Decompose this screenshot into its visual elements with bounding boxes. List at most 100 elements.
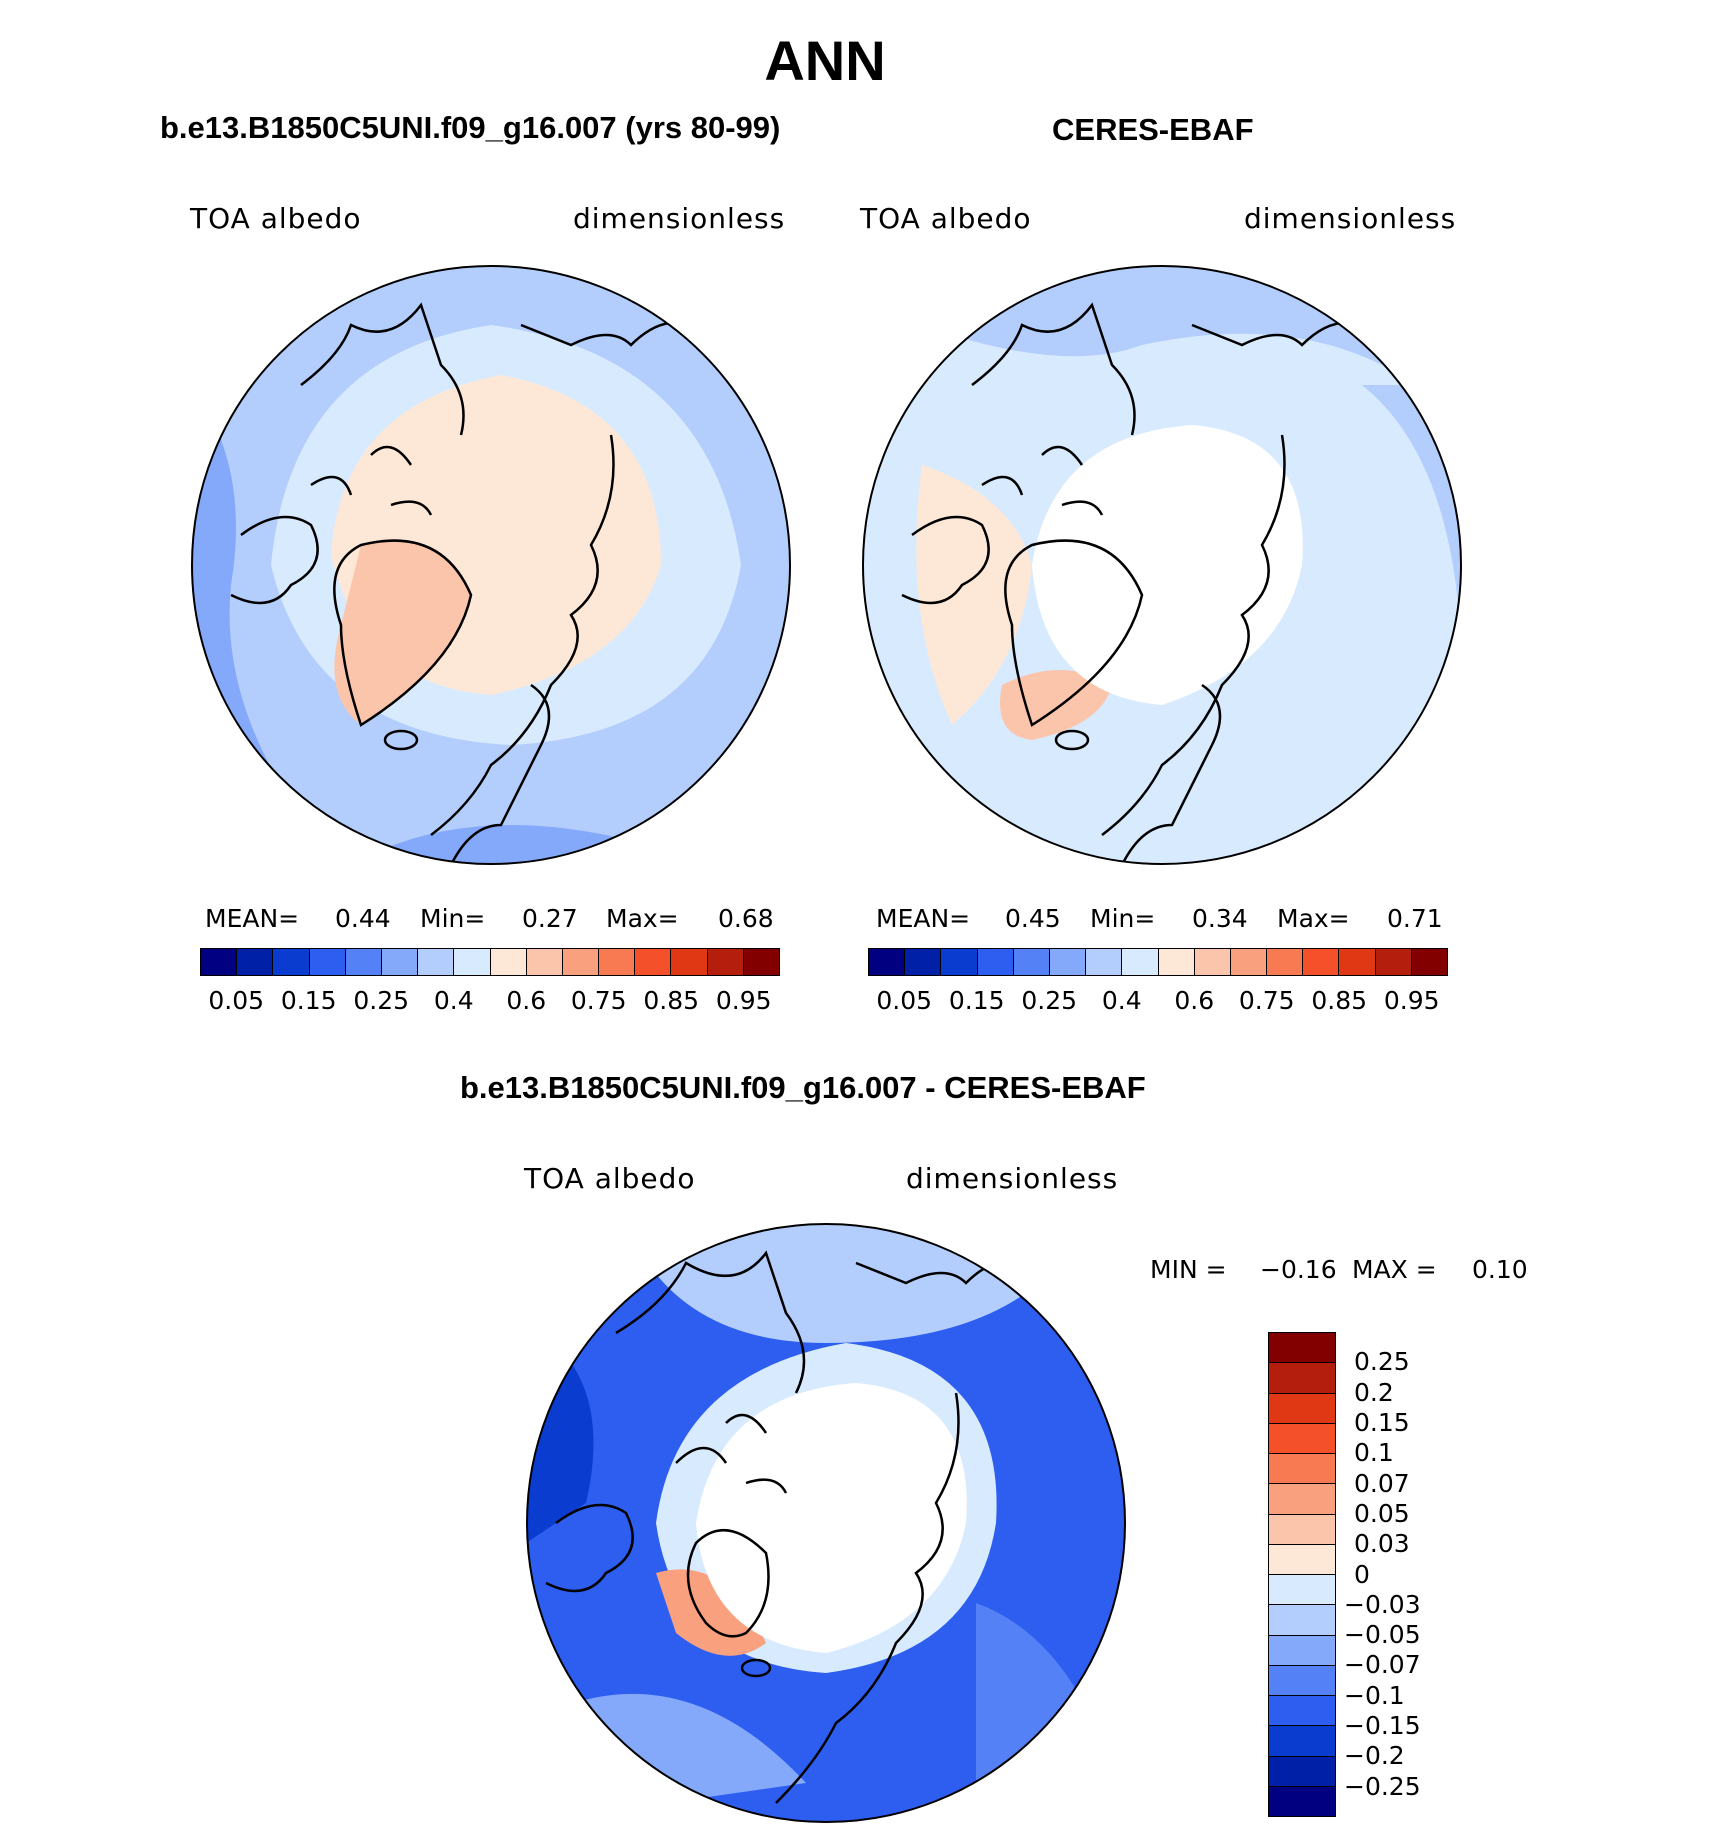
- panel-1-colorbar-tick-label: 0.4: [433, 986, 474, 1015]
- panel-1-colorbar-tick-label: 0.85: [643, 986, 700, 1015]
- diff-colorbar-tick-label: −0.2: [1344, 1741, 1405, 1771]
- panel-1-min-label: Min=: [420, 904, 486, 933]
- panel-1-colorbar-tick-label: 0.75: [570, 986, 627, 1015]
- diff-colorbar-tick-label: −0.05: [1344, 1620, 1421, 1650]
- panel-1-max-value: 0.68: [718, 904, 774, 933]
- panel-2-colorbar-swatch: [1375, 949, 1412, 975]
- panel-2-colorbar-swatch: [1411, 949, 1447, 975]
- panel-2-colorbar: [868, 948, 1448, 976]
- diff-colorbar-swatch: [1269, 1696, 1335, 1727]
- panel-1-colorbar-swatch: [381, 949, 419, 975]
- diff-colorbar-tick-label: −0.07: [1344, 1650, 1421, 1680]
- panel-2-colorbar-swatch: [977, 949, 1014, 975]
- diff-colorbar-tick-label: 0.15: [1354, 1407, 1410, 1437]
- diff-colorbar-tick-label: 0.07: [1354, 1468, 1410, 1498]
- diff-colorbar: [1268, 1332, 1336, 1817]
- diff-colorbar-tick-label: 0.25: [1354, 1347, 1410, 1377]
- panel-1-min-value: 0.27: [522, 904, 578, 933]
- panel-2-colorbar-tick-label: 0.05: [876, 986, 933, 1015]
- panel-1-colorbar-swatch: [562, 949, 600, 975]
- panel-2-colorbar-tick-label: 0.4: [1101, 986, 1142, 1015]
- diff-colorbar-tick-label: 0.2: [1354, 1377, 1394, 1407]
- diff-colorbar-swatch: [1269, 1605, 1335, 1636]
- panel-2-mean-label: MEAN=: [876, 904, 971, 933]
- panel-2-colorbar-tick-label: 0.75: [1238, 986, 1295, 1015]
- panel-2-colorbar-swatch: [869, 949, 906, 975]
- panel-2-max-value: 0.71: [1387, 904, 1443, 933]
- panel-2-colorbar-tick-label: 0.15: [948, 986, 1005, 1015]
- diff-colorbar-swatch: [1269, 1665, 1335, 1696]
- diff-colorbar-tick-label: 0.1: [1354, 1438, 1394, 1468]
- panel-1-greenland: [334, 540, 471, 725]
- diff-colorbar-swatch: [1269, 1423, 1335, 1454]
- panel-1-mean-value: 0.44: [335, 904, 391, 933]
- panel-2-colorbar-tick-label: 0.95: [1383, 986, 1440, 1015]
- panel-1-colorbar-swatch: [490, 949, 527, 975]
- diff-colorbar-swatch: [1269, 1635, 1335, 1666]
- panel-1-units-label: dimensionless: [573, 202, 786, 235]
- panel-2-polar-map: [862, 265, 1462, 865]
- diff-colorbar-tick-label: 0.03: [1354, 1529, 1410, 1559]
- panel-1-colorbar-swatch: [201, 949, 238, 975]
- panel-2-colorbar-swatch: [1230, 949, 1268, 975]
- panel-1-colorbar-swatch: [237, 949, 274, 975]
- panel-1-colorbar-swatch: [454, 949, 491, 975]
- panel-1-colorbar-swatch: [635, 949, 672, 975]
- diff-colorbar-swatch: [1269, 1393, 1335, 1424]
- diff-colorbar-tick-label: −0.03: [1344, 1589, 1421, 1619]
- panel-2-variable-label: TOA albedo: [860, 202, 1032, 235]
- panel-2-colorbar-tick-label: 0.25: [1021, 986, 1078, 1015]
- diff-polar-map: [526, 1223, 1126, 1823]
- panel-2-mean-value: 0.45: [1005, 904, 1061, 933]
- diff-colorbar-swatch: [1269, 1726, 1335, 1757]
- panel-1-colorbar-tick-label: 0.95: [715, 986, 772, 1015]
- diff-no-data-cap: [696, 1383, 967, 1653]
- panel-1-colorbar-swatch: [743, 949, 779, 975]
- diff-max-value: 0.10: [1472, 1255, 1528, 1284]
- diff-colorbar-swatch: [1269, 1756, 1335, 1787]
- panel-1-colorbar-swatch: [526, 949, 563, 975]
- diff-colorbar-tick-label: −0.25: [1344, 1771, 1421, 1801]
- diff-units-label: dimensionless: [906, 1162, 1119, 1195]
- panel-1-colorbar-swatch: [309, 949, 346, 975]
- diff-max-label: MAX =: [1352, 1255, 1437, 1284]
- panel-1-mean-label: MEAN=: [205, 904, 300, 933]
- diff-colorbar-swatch: [1269, 1333, 1335, 1364]
- panel-2-colorbar-swatch: [1013, 949, 1050, 975]
- panel-1-colorbar-swatch: [707, 949, 744, 975]
- panel-2-colorbar-swatch: [1194, 949, 1231, 975]
- diff-colorbar-swatch: [1269, 1484, 1335, 1515]
- diff-colorbar-swatch: [1269, 1544, 1335, 1575]
- panel-1-colorbar-swatch: [599, 949, 636, 975]
- panel-2-colorbar-swatch: [1122, 949, 1159, 975]
- diff-colorbar-tick-label: 0: [1354, 1559, 1370, 1589]
- diff-colorbar-swatch: [1269, 1363, 1335, 1394]
- main-title: ANN: [764, 29, 886, 92]
- panel-2-colorbar-swatch: [1086, 949, 1123, 975]
- panel-1-colorbar-swatch: [418, 949, 455, 975]
- diff-colorbar-swatch: [1269, 1575, 1335, 1606]
- panel-1-colorbar: [200, 948, 780, 976]
- panel-2-colorbar-swatch: [1303, 949, 1340, 975]
- diff-colorbar-tick-label: −0.15: [1344, 1711, 1421, 1741]
- diff-colorbar-tick-label: −0.1: [1344, 1680, 1405, 1710]
- panel-1-colorbar-swatch: [671, 949, 708, 975]
- panel-2-low-albedo-east: [1362, 385, 1461, 685]
- diff-colorbar-tick-label: 0.05: [1354, 1498, 1410, 1528]
- panel-2-colorbar-swatch: [1158, 949, 1195, 975]
- panel-1-colorbar-tick-label: 0.25: [353, 986, 410, 1015]
- panel-2-units-label: dimensionless: [1244, 202, 1457, 235]
- panel-2-case-title: CERES-EBAF: [1052, 112, 1254, 147]
- panel-2-colorbar-swatch: [1339, 949, 1376, 975]
- panel-2-colorbar-swatch: [941, 949, 978, 975]
- panel-1-colorbar-swatch: [345, 949, 382, 975]
- panel-1-polar-map: [191, 265, 791, 865]
- panel-2-colorbar-tick-label: 0.6: [1174, 986, 1215, 1015]
- diff-colorbar-swatch: [1269, 1514, 1335, 1545]
- diff-min-value: −0.16: [1260, 1255, 1337, 1284]
- diff-positive-anomaly: [656, 1569, 766, 1656]
- panel-2-colorbar-tick-label: 0.85: [1311, 986, 1368, 1015]
- diff-colorbar-swatch: [1269, 1454, 1335, 1485]
- diff-min-label: MIN =: [1150, 1255, 1227, 1284]
- panel-2-colorbar-swatch: [905, 949, 942, 975]
